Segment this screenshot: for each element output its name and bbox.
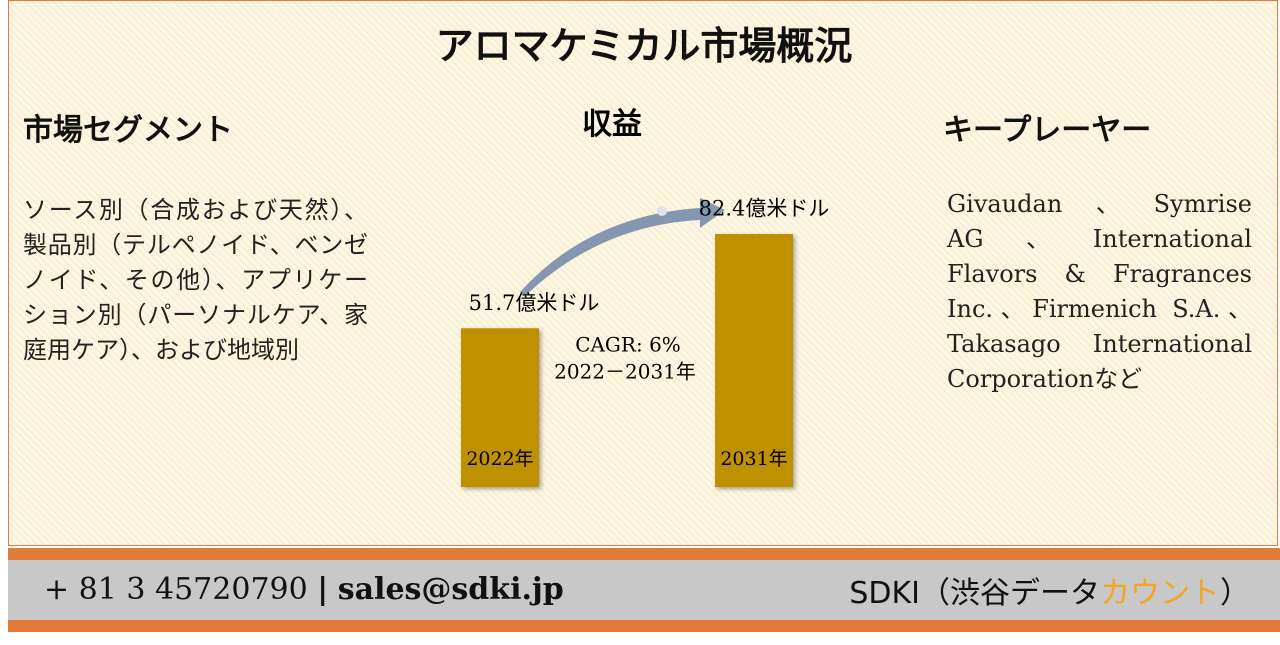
chart: 収益 CAGR: 6% 2022－2031年 2022年 51.7億米ドル 2031… xyxy=(461,107,830,487)
company-end: ） xyxy=(1220,576,1250,611)
segments-text: ソース別（合成および天然）、製品別（テルペノイド、ベンゼノイド、その他）、アプリ… xyxy=(23,196,368,364)
title: アロマケミカル市場概況 xyxy=(435,23,853,68)
category-label: 2022年 xyxy=(466,448,533,470)
arrow xyxy=(520,198,725,296)
chart-title: 収益 xyxy=(582,107,642,142)
bar xyxy=(461,328,539,487)
bar xyxy=(715,234,793,487)
category-label: 2031年 xyxy=(720,448,787,470)
phone: + 81 3 45720790 xyxy=(44,572,308,607)
separator: | xyxy=(317,572,329,607)
players-heading: キープレーヤー xyxy=(943,113,1152,148)
email: sales@sdki.jp xyxy=(337,572,564,607)
contact: + 81 3 45720790 | sales@sdki.jp xyxy=(44,572,564,607)
cagr: CAGR: 6% xyxy=(575,333,681,357)
segments-heading: 市場セグメント xyxy=(23,113,233,148)
players-text: Givaudan、Symrise AG、International Flavor… xyxy=(947,190,1252,393)
company-name: SDKI（渋谷データ xyxy=(849,576,1100,611)
company-highlight: カウント xyxy=(1100,576,1220,611)
value-label: 82.4億米ドル xyxy=(699,197,830,221)
cagr-period: 2022－2031年 xyxy=(554,360,696,384)
footer-bar: + 81 3 45720790 | sales@sdki.jp SDKI（渋谷デ… xyxy=(8,560,1280,620)
company: SDKI（渋谷データカウント） xyxy=(849,568,1250,612)
footer: + 81 3 45720790 | sales@sdki.jp SDKI（渋谷デ… xyxy=(8,548,1280,632)
arrow-dot xyxy=(657,206,667,216)
panel: アロマケミカル市場概況 市場セグメント ソース別（合成および天然）、製品別（テル… xyxy=(8,0,1278,546)
value-label: 51.7億米ドル xyxy=(469,291,600,315)
